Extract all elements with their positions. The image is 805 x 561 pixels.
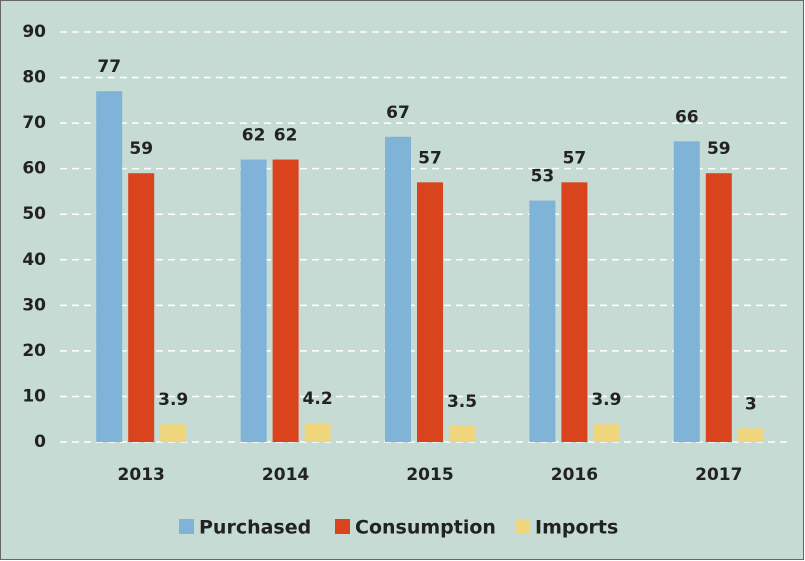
y-tick-label: 90 xyxy=(22,22,46,42)
legend-swatch xyxy=(335,519,350,534)
value-label: 3.5 xyxy=(447,392,477,412)
value-label: 57 xyxy=(563,148,587,168)
x-tick-label: 2013 xyxy=(118,465,165,485)
y-tick-label: 20 xyxy=(22,341,46,361)
y-tick-label: 30 xyxy=(22,295,46,315)
bar xyxy=(673,141,700,443)
y-tick-label: 70 xyxy=(22,113,46,133)
value-label: 3.9 xyxy=(158,390,188,410)
bar xyxy=(385,136,411,442)
bar xyxy=(529,200,556,442)
legend-text: Purchased xyxy=(199,517,311,539)
legend-text: Consumption xyxy=(355,517,496,539)
legend-swatch xyxy=(179,519,194,534)
bar xyxy=(96,91,123,442)
legend-swatch xyxy=(515,519,530,534)
bar xyxy=(304,422,331,442)
value-label: 57 xyxy=(418,148,442,168)
x-tick-label: 2016 xyxy=(551,465,598,485)
value-label: 59 xyxy=(129,139,153,159)
y-tick-label: 40 xyxy=(22,250,46,270)
value-label: 59 xyxy=(707,139,731,159)
bar xyxy=(449,426,475,442)
bar xyxy=(417,182,443,443)
value-label: 62 xyxy=(274,126,298,146)
bar xyxy=(593,424,620,442)
value-label: 66 xyxy=(675,107,699,127)
bar xyxy=(128,173,155,442)
value-label: 77 xyxy=(97,57,121,77)
x-tick-label: 2017 xyxy=(695,465,742,485)
value-label: 62 xyxy=(242,126,266,146)
y-tick-label: 60 xyxy=(22,159,46,179)
bar xyxy=(240,159,267,443)
legend-text: Imports xyxy=(535,517,618,539)
value-label: 53 xyxy=(531,167,555,187)
value-label: 3 xyxy=(745,394,757,414)
x-tick-label: 2015 xyxy=(406,465,453,485)
y-tick-label: 0 xyxy=(34,432,46,452)
bar xyxy=(272,159,299,443)
bar xyxy=(705,173,732,442)
y-tick-label: 80 xyxy=(22,68,46,88)
value-label: 3.9 xyxy=(591,390,621,410)
value-label: 4.2 xyxy=(303,389,333,409)
bar xyxy=(737,428,764,442)
value-label: 67 xyxy=(386,103,410,123)
x-tick-label: 2014 xyxy=(262,465,309,485)
y-tick-label: 50 xyxy=(22,204,46,224)
y-tick-label: 10 xyxy=(22,386,46,406)
bar xyxy=(561,182,588,443)
bar xyxy=(160,424,187,442)
